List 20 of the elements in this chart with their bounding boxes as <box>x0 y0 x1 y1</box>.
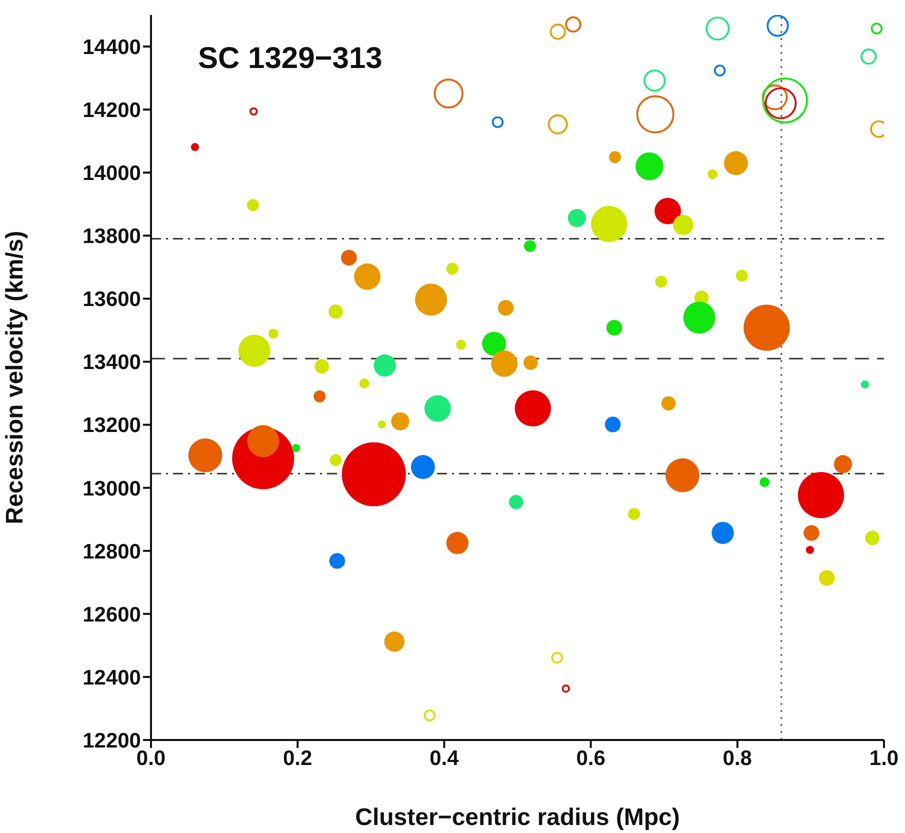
y-axis-title: Recession velocity (km/s) <box>2 230 29 524</box>
y-tick-label: 13200 <box>82 414 141 438</box>
y-tick-label: 13400 <box>82 351 141 374</box>
y-tick-label: 12800 <box>82 540 141 564</box>
y-tick-label: 14200 <box>82 99 141 122</box>
x-tick-label: 0.2 <box>283 746 312 770</box>
x-tick-label: 0.0 <box>136 746 166 770</box>
x-tick-label: 0.6 <box>576 746 606 770</box>
y-tick-label: 13000 <box>82 477 141 500</box>
y-tick-label: 13800 <box>82 225 141 248</box>
x-tick-label: 0.8 <box>722 746 752 770</box>
text: SC 1329−313 <box>198 42 382 76</box>
x-tick-label: 0.4 <box>430 746 460 770</box>
x-tick-label: 1.0 <box>869 746 899 770</box>
y-tick-label: 12400 <box>82 666 141 690</box>
y-tick-label: 14400 <box>82 36 141 59</box>
y-tick-label: 14000 <box>82 162 141 186</box>
x-axis-title: Cluster−centric radius (Mpc) <box>355 804 680 831</box>
y-tick-label: 12600 <box>82 603 141 626</box>
y-tick-label: 13600 <box>82 288 141 312</box>
